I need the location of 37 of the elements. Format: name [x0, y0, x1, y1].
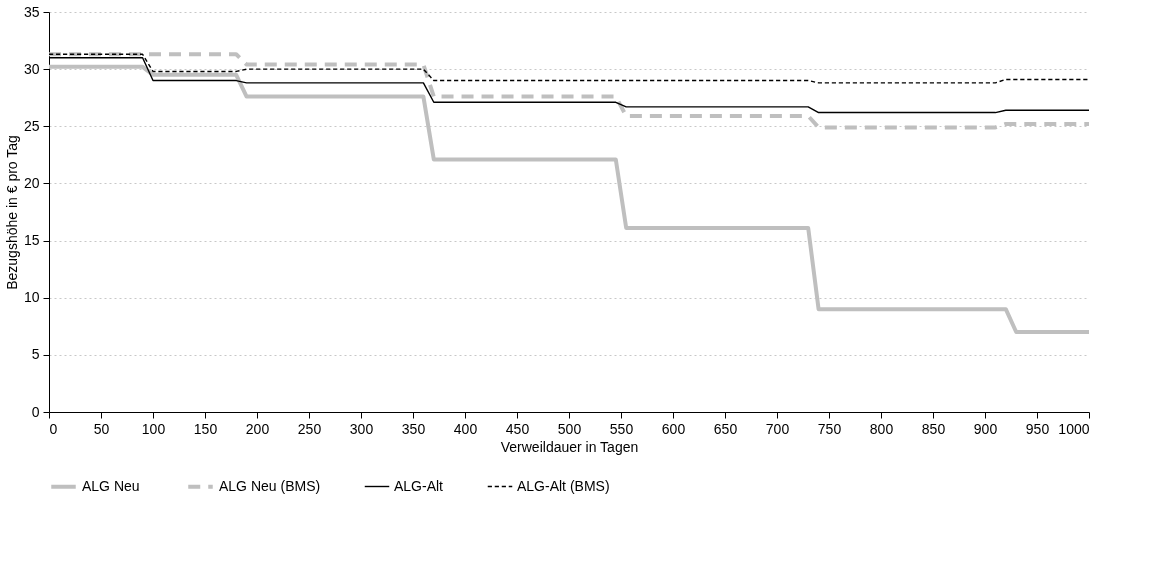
x-tick-label: 650 — [713, 420, 738, 437]
x-tick-label: 750 — [817, 420, 842, 437]
y-tick-label: 30 — [23, 60, 40, 77]
y-tick-label: 35 — [23, 3, 40, 20]
x-tick-label: 500 — [557, 420, 582, 437]
x-tick-label: 350 — [401, 420, 426, 437]
y-tick-label: 15 — [23, 232, 40, 249]
line-series — [47, 52, 1091, 130]
x-tick-label: 50 — [93, 420, 110, 437]
legend-label: ALG Neu (BMS) — [219, 477, 321, 494]
x-tick-label: 1000 — [1058, 420, 1090, 437]
x-tick-label: 900 — [973, 420, 998, 437]
y-tick-label: 5 — [31, 346, 40, 363]
legend-label: ALG Neu — [82, 477, 140, 494]
x-tick-label: 150 — [193, 420, 218, 437]
line-series — [47, 64, 1091, 334]
y-tick-label: 20 — [23, 174, 40, 191]
y-tick-label: 0 — [31, 403, 40, 420]
x-tick-label: 550 — [609, 420, 634, 437]
legend-label: ALG-Alt — [394, 477, 444, 494]
y-axis-title: Bezugshöhe in € pro Tag — [3, 135, 20, 290]
x-tick-label: 300 — [349, 420, 374, 437]
legend-label: ALG-Alt (BMS) — [517, 477, 610, 494]
x-tick-label: 0 — [49, 420, 58, 437]
x-tick-label: 200 — [245, 420, 270, 437]
x-tick-label: 400 — [453, 420, 478, 437]
x-tick-label: 850 — [921, 420, 946, 437]
x-axis-title: Verweildauer in Tagen — [500, 438, 639, 455]
x-tick-label: 100 — [141, 420, 166, 437]
x-tick-label: 700 — [765, 420, 790, 437]
x-tick-label: 250 — [297, 420, 322, 437]
y-tick-label: 10 — [23, 289, 40, 306]
y-tick-label: 25 — [23, 117, 40, 134]
x-tick-label: 600 — [661, 420, 686, 437]
x-tick-label: 950 — [1025, 420, 1050, 437]
x-tick-label: 800 — [869, 420, 894, 437]
x-tick-label: 450 — [505, 420, 530, 437]
